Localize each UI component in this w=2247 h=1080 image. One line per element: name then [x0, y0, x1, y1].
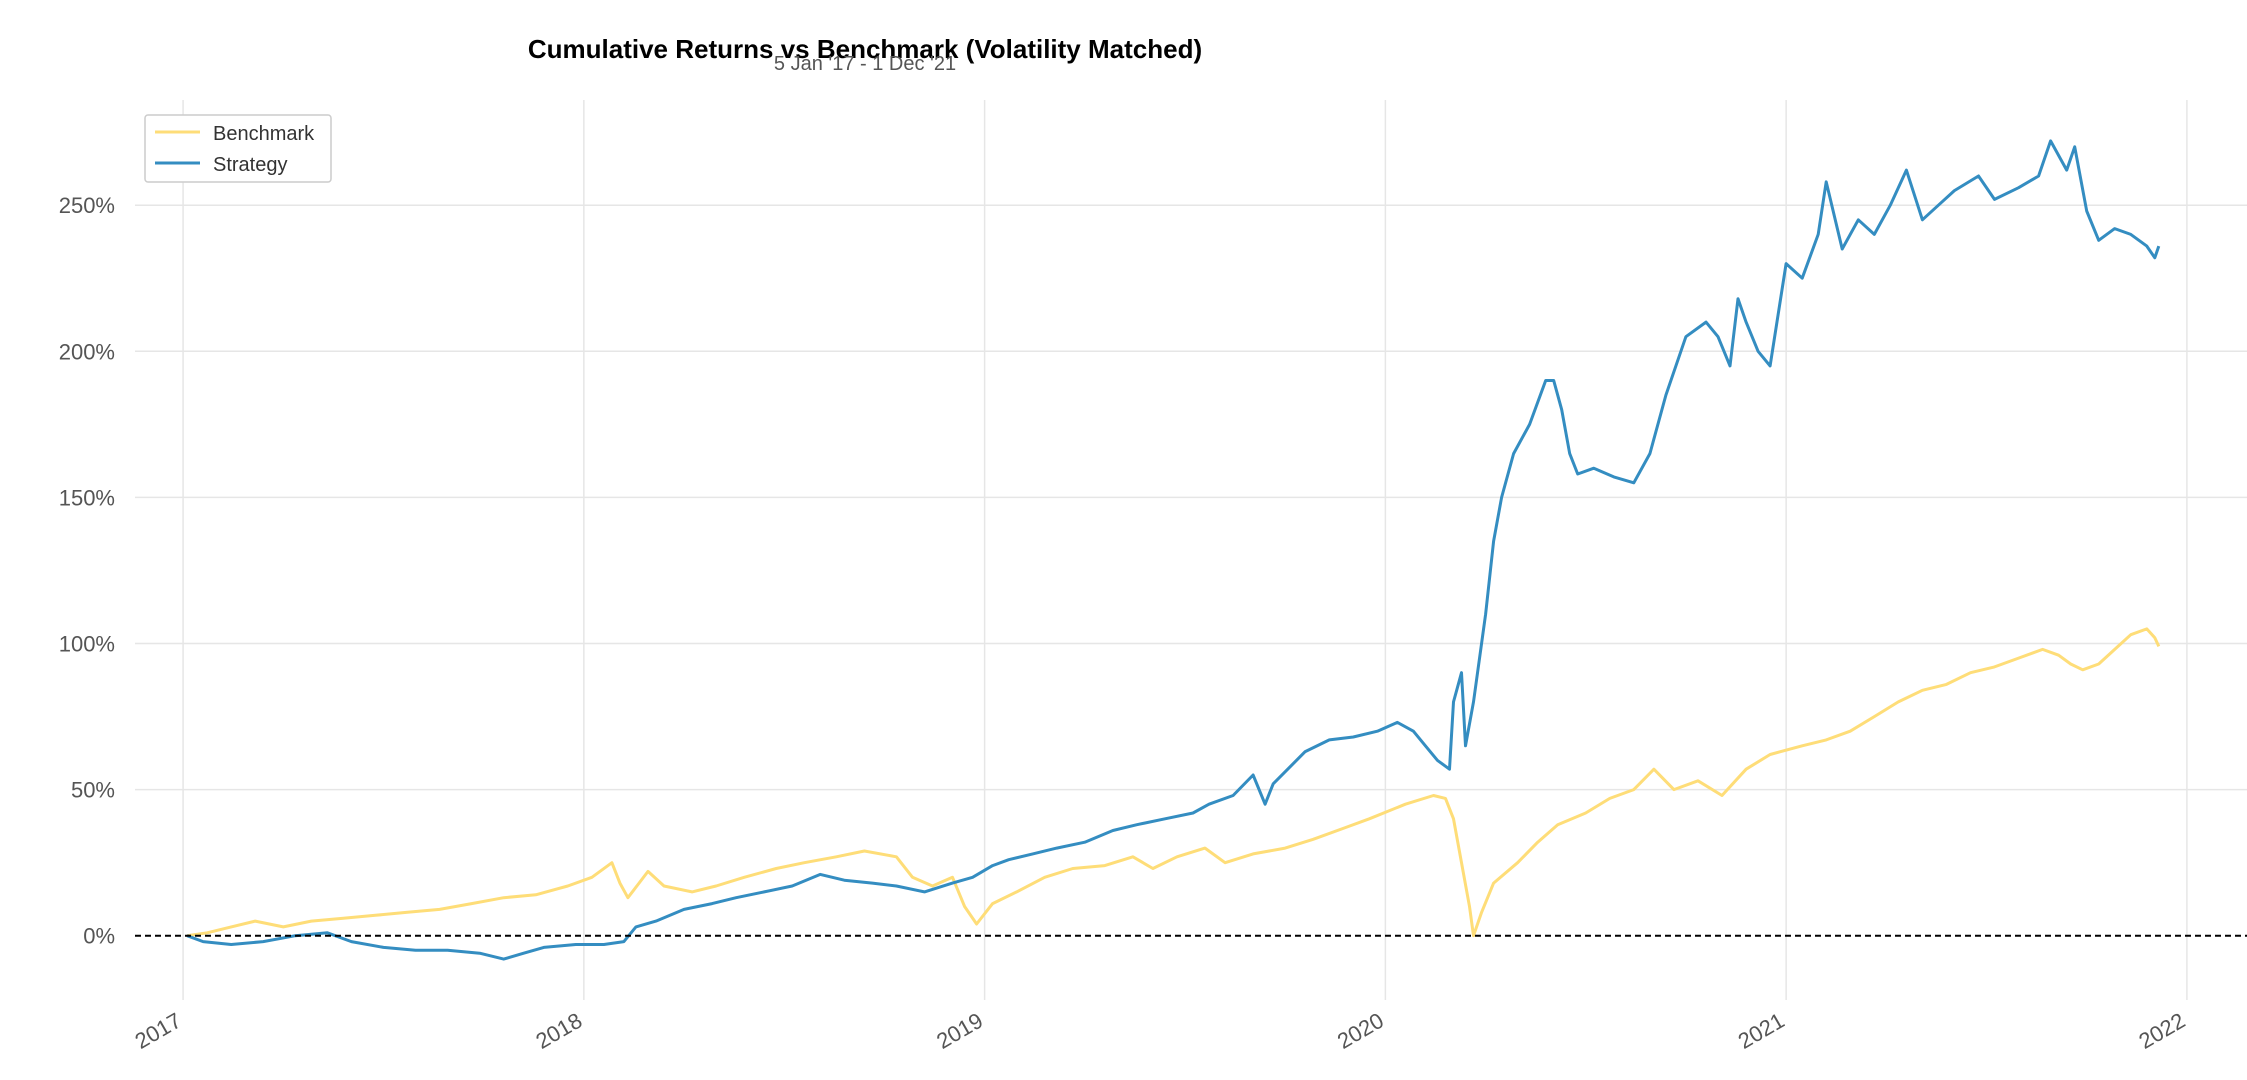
x-tick-label-2019: 2019 [932, 1008, 987, 1054]
x-tick-label-2021: 2021 [1734, 1008, 1789, 1054]
legend-label-strategy: Strategy [213, 154, 287, 176]
y-tick-label-100: 100% [59, 632, 115, 657]
x-tick-label-2018: 2018 [531, 1008, 586, 1054]
x-tick-label-2017: 2017 [131, 1008, 186, 1054]
legend: Benchmark Strategy [144, 114, 332, 183]
y-tick-label-0: 0% [83, 924, 115, 949]
y-tick-label-150: 150% [59, 485, 115, 510]
legend-label-benchmark: Benchmark [213, 123, 315, 145]
y-tick-label-250: 250% [59, 193, 115, 218]
chart-title: Cumulative Returns vs Benchmark (Volatil… [528, 34, 1202, 64]
chart-subtitle: 5 Jan '17 - 1 Dec '21 [774, 53, 956, 75]
grid [135, 100, 2247, 1000]
axes: 0% 50% 100% 150% 200% 250% 2017 2018 2019 2020 202… [59, 193, 2247, 1054]
series-line-benchmark [186, 627, 2161, 938]
x-tick-label-2020: 2020 [1333, 1008, 1388, 1054]
y-tick-label-50: 50% [71, 778, 115, 803]
series-line-strategy [186, 139, 2161, 961]
x-tick-label-2022: 2022 [2134, 1008, 2189, 1054]
y-tick-label-200: 200% [59, 339, 115, 364]
series-lines [186, 139, 2161, 961]
